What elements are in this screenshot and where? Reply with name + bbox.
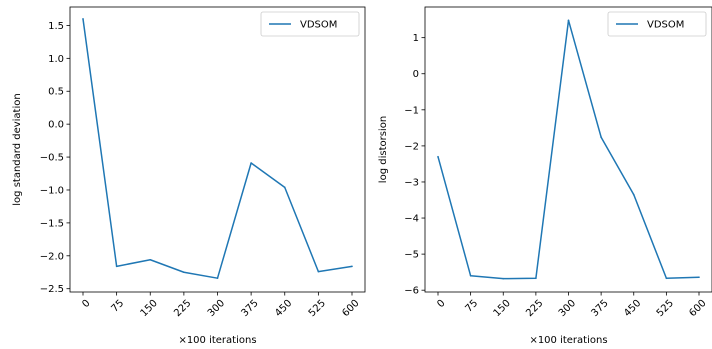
data-point [317, 270, 320, 273]
y-tick-label: −1.0 [40, 185, 64, 196]
y-tick-label: −1 [404, 105, 419, 116]
y-axis-label: log standard deviation [12, 93, 23, 205]
legend: VDSOM [607, 11, 707, 37]
x-tick-label: 0 [80, 298, 92, 310]
legend: VDSOM [260, 11, 360, 37]
data-point [665, 277, 668, 280]
data-point [216, 277, 219, 279]
data-point [502, 277, 505, 280]
y-tick-label: 0.0 [48, 120, 64, 131]
data-point [469, 274, 472, 277]
x-tick-label: 0 [435, 298, 447, 310]
plot-frame [424, 6, 712, 293]
data-point [567, 19, 570, 22]
x-axis-label: ×100 iterations [529, 335, 607, 346]
data-point [698, 276, 700, 279]
x-tick-label: 450 [273, 298, 294, 319]
y-tick-label: 1.0 [48, 54, 64, 65]
y-tick-label: −1.5 [40, 218, 64, 229]
x-axis-label: ×100 iterations [178, 335, 256, 346]
y-tick-label: −0.5 [40, 153, 64, 164]
chart-panel-1: −2.5 −2.0 −1.5 −1.0 −0.5 0.0 0.5 1.0 1.5 0 75 150 22… [12, 6, 366, 346]
y-tick-label: −2.0 [40, 251, 64, 262]
legend-label: VDSOM [647, 20, 684, 31]
x-tick-label: 525 [655, 298, 676, 319]
y-tick-label: 0.5 [48, 87, 64, 98]
x-tick-label: 375 [239, 298, 260, 319]
y-tick-label: −6 [404, 286, 419, 297]
chart-panel-2: −6 −5 −4 −3 −2 −1 0 1 0 75 150 225 300 375 450 525 600 ×1… [378, 6, 712, 346]
x-tick-label: 225 [524, 298, 545, 319]
x-tick-label: 75 [463, 298, 480, 315]
y-tick-label: −3 [404, 177, 419, 188]
data-point [351, 265, 353, 268]
y-tick-label: −5 [404, 250, 419, 261]
x-tick-label: 600 [340, 298, 361, 319]
data-point [437, 155, 439, 158]
data-point [183, 271, 185, 274]
x-tick-label: 600 [687, 298, 708, 319]
data-point [115, 265, 118, 268]
series-line-vdsom [82, 18, 353, 279]
x-tick-label: 150 [139, 298, 160, 319]
x-tick-label: 525 [307, 298, 328, 319]
data-point [250, 162, 252, 164]
y-tick-label: 1 [413, 33, 419, 44]
data-point [283, 186, 286, 189]
y-tick-label: 1.5 [48, 21, 64, 32]
x-tick-label: 150 [492, 298, 513, 319]
x-tick-label: 300 [206, 298, 227, 319]
x-tick-label: 375 [589, 298, 610, 319]
legend-label: VDSOM [300, 20, 337, 31]
y-axis-label: log distorsion [378, 116, 389, 183]
x-tick-label: 450 [622, 298, 643, 319]
y-tick-label: 0 [413, 69, 419, 80]
series-line-vdsom [437, 19, 700, 280]
x-tick-label: 225 [172, 298, 193, 319]
data-point [82, 18, 84, 20]
y-tick-label: −2 [404, 141, 419, 152]
data-point [632, 193, 635, 196]
y-tick-label: −2.5 [40, 284, 64, 295]
data-point [600, 136, 602, 139]
y-tick-label: −4 [404, 214, 419, 225]
legend-box [607, 11, 707, 37]
legend-box [260, 11, 360, 37]
data-point [535, 277, 537, 280]
x-tick-label: 75 [109, 298, 126, 315]
x-tick-label: 300 [557, 298, 578, 319]
data-point [149, 258, 152, 261]
